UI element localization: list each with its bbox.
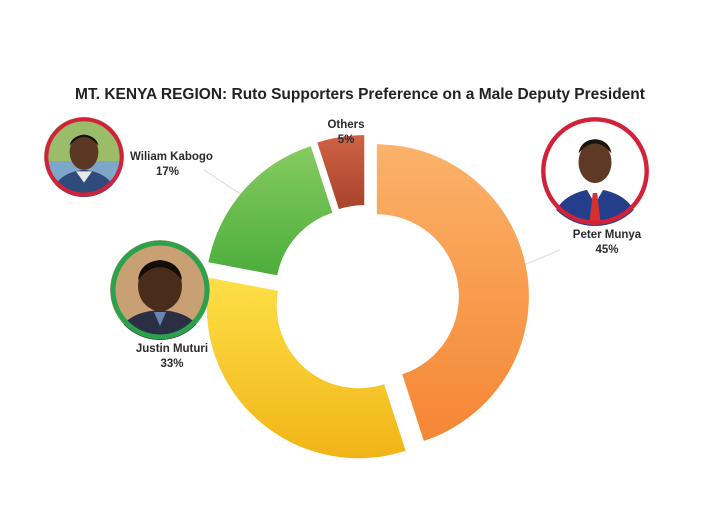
slice-value: 45% (595, 244, 619, 256)
avatar-peter-munya (540, 116, 650, 226)
slice-value: 33% (160, 358, 184, 370)
chart-title: MT. KENYA REGION: Ruto Supporters Prefer… (75, 86, 645, 103)
slice-peter-munya (376, 144, 529, 441)
slice-name: Justin Muturi (135, 343, 209, 355)
label-others: Others 5% (322, 118, 370, 148)
person-photo-icon (110, 240, 210, 340)
avatar-justin-muturi (110, 240, 210, 340)
slice-name: Others (327, 119, 365, 131)
label-wiliam-kabogo: Wiliam Kabogo 17% (130, 150, 213, 180)
person-photo-icon (540, 116, 650, 226)
person-photo-icon (44, 117, 124, 197)
slice-name: Peter Munya (572, 229, 642, 241)
label-justin-muturi: Justin Muturi 33% (126, 342, 218, 372)
slice-value: 5% (337, 134, 355, 146)
avatar-wiliam-kabogo (44, 117, 124, 197)
slice-value: 17% (156, 166, 180, 178)
slice-wiliam-kabogo (208, 146, 333, 276)
slice-justin-muturi (206, 277, 406, 459)
slice-others (317, 135, 365, 210)
slice-name: Wiliam Kabogo (130, 151, 213, 163)
label-peter-munya: Peter Munya 45% (564, 228, 650, 258)
